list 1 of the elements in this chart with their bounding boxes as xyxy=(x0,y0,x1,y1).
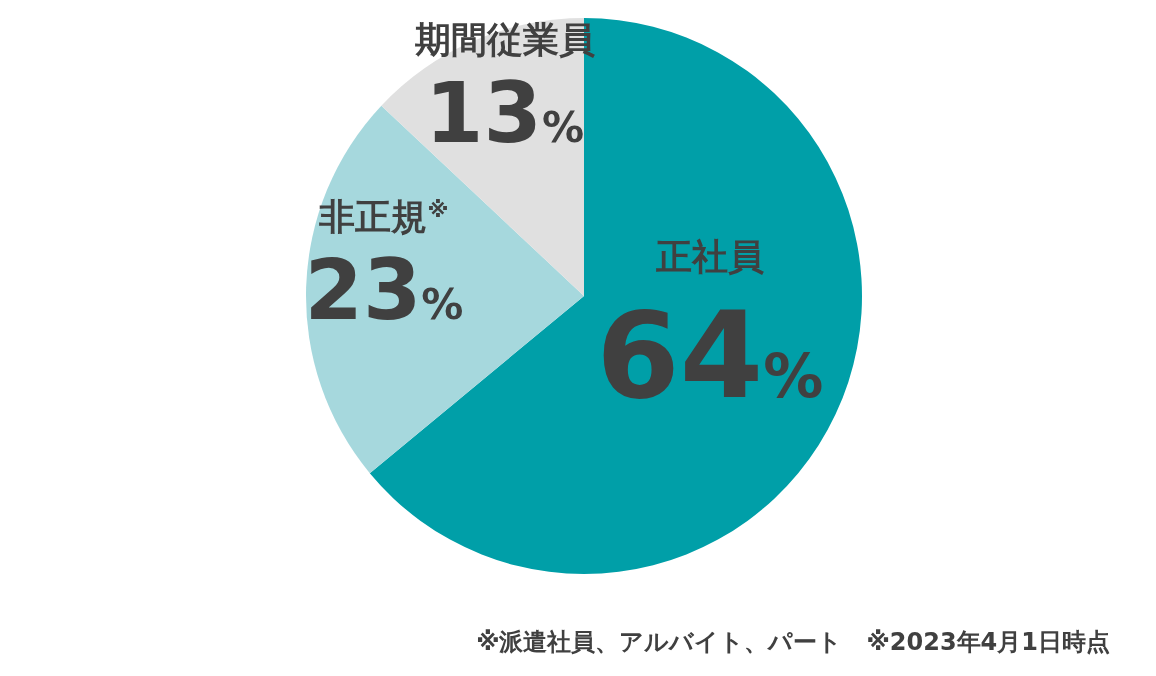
text: ※派遣社員、アルバイト、パート ※2023年4月1日時点 xyxy=(476,628,1110,656)
